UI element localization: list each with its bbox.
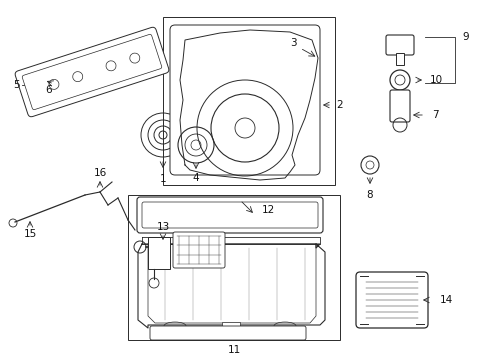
FancyBboxPatch shape xyxy=(170,25,319,175)
Text: 1: 1 xyxy=(160,174,166,184)
Bar xyxy=(163,17,334,185)
Text: 10: 10 xyxy=(429,75,442,85)
Text: 11: 11 xyxy=(227,345,240,355)
Text: 8: 8 xyxy=(366,190,372,200)
Text: 3: 3 xyxy=(289,38,296,48)
Text: 9: 9 xyxy=(461,32,468,42)
FancyBboxPatch shape xyxy=(150,326,305,340)
Text: 6: 6 xyxy=(45,85,52,95)
Bar xyxy=(222,322,240,330)
Text: 7: 7 xyxy=(431,110,438,120)
Bar xyxy=(128,195,339,340)
Text: 14: 14 xyxy=(439,295,452,305)
Text: 16: 16 xyxy=(93,168,106,178)
Bar xyxy=(395,53,403,65)
FancyBboxPatch shape xyxy=(142,202,317,228)
FancyBboxPatch shape xyxy=(15,27,168,117)
FancyBboxPatch shape xyxy=(385,35,413,55)
Bar xyxy=(148,237,170,269)
Text: 4: 4 xyxy=(192,173,199,183)
FancyBboxPatch shape xyxy=(173,232,224,268)
FancyBboxPatch shape xyxy=(22,34,162,110)
Text: 12: 12 xyxy=(262,205,275,215)
Text: 13: 13 xyxy=(156,222,169,232)
FancyBboxPatch shape xyxy=(137,197,323,233)
Text: 2: 2 xyxy=(336,100,343,110)
Text: 5: 5 xyxy=(14,80,20,90)
Text: 15: 15 xyxy=(23,229,37,239)
FancyBboxPatch shape xyxy=(389,90,409,122)
FancyBboxPatch shape xyxy=(355,272,427,328)
